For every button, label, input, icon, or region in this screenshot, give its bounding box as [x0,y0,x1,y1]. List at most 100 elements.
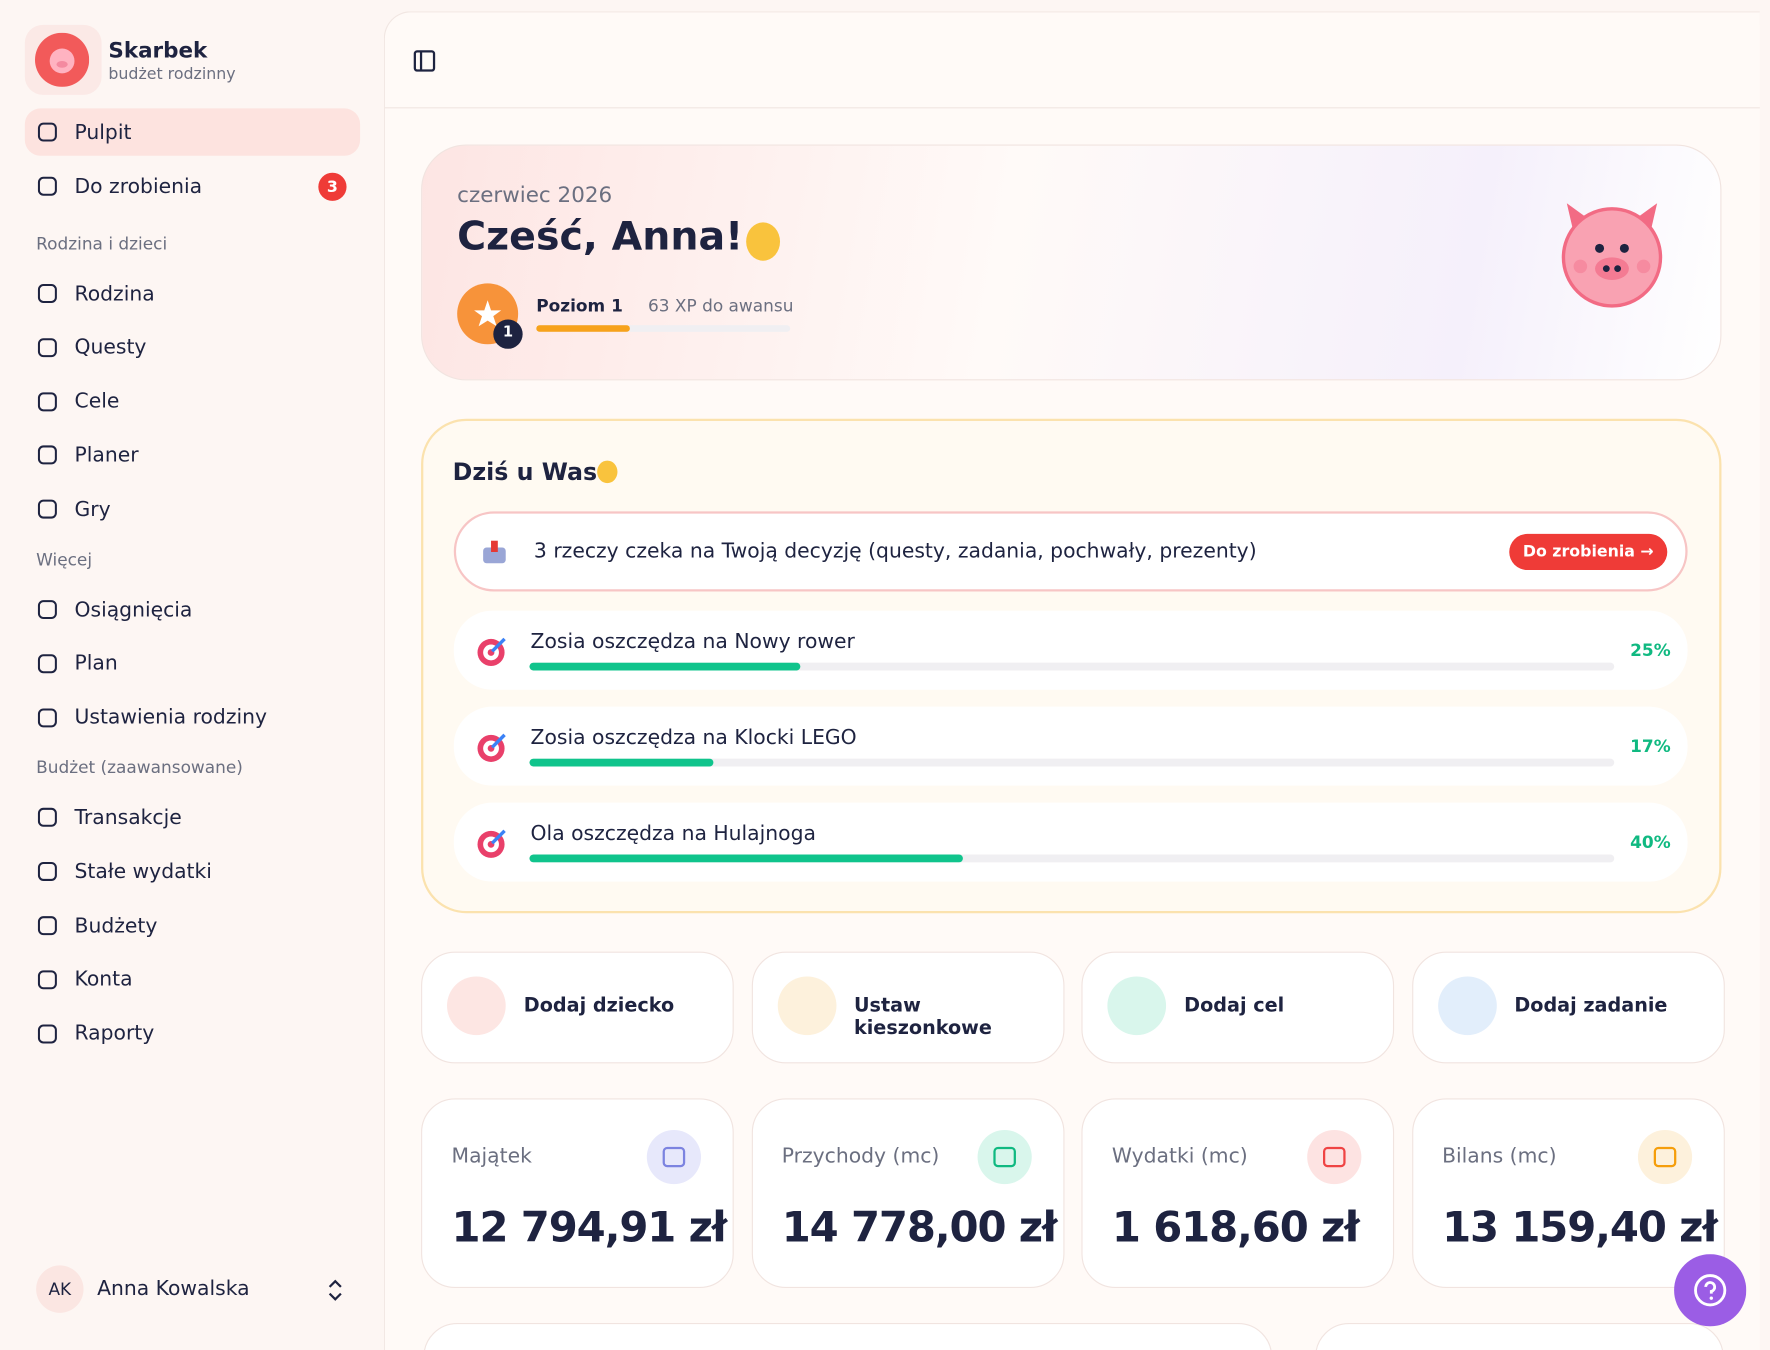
nav-icon [37,862,57,882]
nav-icon [37,176,57,196]
stat-value: 12 794,91 zł [451,1203,728,1252]
nav-item[interactable]: Osiągnięcia [25,586,360,633]
help-button[interactable] [1674,1254,1747,1327]
chevrons[interactable] [325,1278,345,1303]
inbox-icon [483,540,506,564]
goal-label: Zosia oszczędza na Klocki LEGO [530,725,857,750]
nav-label: Raporty [74,1021,155,1046]
nav-label: Gry [74,497,111,522]
wave-icon [746,222,781,261]
nav-icon [37,391,57,411]
hero-card [421,144,1722,381]
stat-icon [646,1129,702,1185]
action-card[interactable]: Dodaj cel [1081,951,1395,1064]
action-icon [447,976,506,1036]
stat-label: Bilans (mc) [1442,1144,1557,1169]
nav-item[interactable]: Rodzina [25,270,360,317]
header-divider [384,107,1760,109]
nav-label: Transakcje [74,805,182,830]
logo [34,32,90,87]
hero-greeting: Cześć, Anna! [457,214,744,260]
nav-icon [37,499,57,519]
nav-icon [37,707,57,727]
stat-value: 1 618,60 zł [1111,1203,1360,1252]
nav-label: Plan [74,651,118,676]
nav-item[interactable]: Konta [25,956,360,1003]
nav-label: Osiągnięcia [74,597,193,622]
pig-mascot [1561,203,1663,308]
nav-label: Questy [74,335,147,360]
stat-icon [1307,1129,1362,1185]
sidebar-toggle[interactable] [413,50,436,73]
goal-row[interactable]: Zosia oszczędza na Nowy rower 25% [453,610,1688,690]
nav-label: Ustawienia rodziny [74,705,268,730]
brand-name: Skarbek [108,38,208,64]
goal-percent: 40% [1630,831,1671,853]
nav-icon [37,1024,57,1044]
goal-label: Ola oszczędza na Hulajnoga [530,821,816,846]
goal-icon [477,637,506,667]
nav-item[interactable]: Stałe wydatki [25,848,360,895]
nav-icon [37,916,57,936]
level-label: Poziom 1 [536,295,623,317]
action-card[interactable]: Ustaw kieszonkowe [751,951,1064,1064]
stat-card: Majątek 12 794,91 zł [421,1098,734,1288]
goal-row[interactable]: Zosia oszczędza na Klocki LEGO 17% [453,706,1688,786]
action-label: Ustaw kieszonkowe [853,994,992,1040]
stat-card: Przychody (mc) 14 778,00 zł [751,1098,1064,1288]
goal-row[interactable]: Ola oszczędza na Hulajnoga 40% [453,802,1688,882]
goal-percent: 17% [1630,735,1671,757]
nav-icon [37,122,57,142]
nav-item[interactable]: Do zrobienia 3 [25,163,360,210]
nav-label: Cele [74,389,120,414]
xp-left: 63 XP do awansu [647,295,794,317]
goal-track [529,758,1615,767]
goal-icon [477,829,506,858]
goal-track [529,854,1615,863]
avatar[interactable]: AK [36,1265,84,1313]
nav-label: Planer [74,443,139,468]
nav-icon [37,808,57,828]
action-card[interactable]: Dodaj zadanie [1411,951,1725,1064]
nav-section: Więcej [36,549,93,571]
action-label: Dodaj zadanie [1514,994,1668,1018]
alert-button[interactable]: Do zrobienia → [1509,533,1668,571]
nav-item[interactable]: Questy [25,324,360,371]
goal-track [529,662,1615,671]
nav-icon [37,337,57,357]
stat-card: Wydatki (mc) 1 618,60 zł [1081,1098,1395,1288]
sidebar: Skarbek budżet rodzinny Pulpit Do zrobien… [0,0,384,1350]
stat-label: Wydatki (mc) [1111,1144,1248,1169]
nav-item[interactable]: Ustawienia rodziny [25,694,360,741]
nav-item[interactable]: Budżety [25,902,360,949]
action-icon [777,976,836,1036]
nav-item[interactable]: Pulpit [24,108,361,156]
nav-icon [37,970,57,990]
nav-label: Rodzina [74,281,155,306]
nav-item[interactable]: Plan [25,640,360,687]
nav-section: Rodzina i dzieci [36,233,168,254]
nav-icon [37,445,57,465]
nav-section: Budżet (zaawansowane) [36,757,243,779]
alert-row[interactable] [453,511,1688,592]
goal-label: Zosia oszczędza na Nowy rower [530,629,855,654]
nav-item[interactable]: Planer [25,432,360,479]
nav-item[interactable]: Raporty [25,1010,360,1057]
nav-label: Stałe wydatki [74,859,212,884]
level-badge [457,283,523,349]
goal-fill [529,662,801,671]
nav-label: Do zrobienia [74,174,203,199]
user-name[interactable]: Anna Kowalska [97,1276,250,1301]
alert-text: 3 rzeczy czeka na Twoją decyzję (questy,… [533,539,1257,564]
hero-date: czerwiec 2026 [457,182,613,208]
stat-value: 13 159,40 zł [1442,1203,1718,1252]
nav-item[interactable]: Transakcje [25,794,360,841]
nav-icon [37,600,57,620]
nav-item[interactable]: Cele [25,378,360,425]
action-card[interactable]: Dodaj dziecko [421,951,734,1064]
bottom-card [1315,1322,1724,1350]
nav-item[interactable]: Gry [25,486,360,533]
